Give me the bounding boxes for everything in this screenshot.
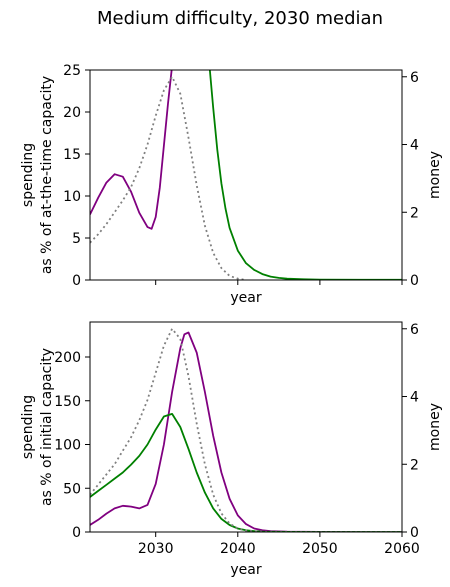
y-left-tick-label: 25 xyxy=(63,63,81,79)
figure-title: Medium difficulty, 2030 median xyxy=(97,8,383,29)
y-right-tick-label: 0 xyxy=(410,273,419,289)
series-group xyxy=(90,70,402,280)
y-left-tick-label: 5 xyxy=(72,231,81,247)
x-tick-label: 2050 xyxy=(302,541,338,557)
y-left-tick-label: 200 xyxy=(54,350,81,366)
series-line-dotted xyxy=(90,75,247,280)
x-tick-label: 2060 xyxy=(384,541,420,557)
y-left-axis-label: as % of at-the-time capacity xyxy=(39,76,55,274)
series-line-purple xyxy=(90,70,173,230)
y-right-axis-label: money xyxy=(427,151,443,199)
x-tick-label: 2040 xyxy=(220,541,256,557)
series-line-purple xyxy=(90,331,402,532)
y-left-tick-label: 10 xyxy=(63,189,81,205)
series-group xyxy=(90,327,402,532)
y-right-tick-label: 4 xyxy=(410,138,419,154)
x-axis-label: year xyxy=(230,562,261,578)
y-left-tick-label: 0 xyxy=(72,273,81,289)
y-left-axis-label: spending xyxy=(20,143,36,207)
series-line-green xyxy=(90,413,402,532)
series-line-dotted xyxy=(90,327,402,532)
y-right-tick-label: 4 xyxy=(410,390,419,406)
y-right-tick-label: 6 xyxy=(410,70,419,86)
top-panel: 0 5 10 15 20 25 0 2 4 6 year spending as % of at-the… xyxy=(20,63,443,306)
y-right-tick-label: 2 xyxy=(410,457,419,473)
plot-frame xyxy=(89,321,403,533)
y-left-tick-label: 20 xyxy=(63,105,81,121)
y-left-axis-label: as % of initial capacity xyxy=(39,348,55,506)
series-line-green xyxy=(208,70,402,280)
plot-frame xyxy=(89,69,403,281)
y-left-tick-label: 100 xyxy=(54,438,81,454)
y-right-tick-label: 0 xyxy=(410,525,419,541)
y-right-tick-label: 2 xyxy=(410,205,419,221)
y-left-tick-label: 150 xyxy=(54,394,81,410)
y-left-tick-label: 0 xyxy=(72,525,81,541)
bottom-panel: 0 50 100 150 200 0 2 4 6 2030 2040 2050 2060 year spen… xyxy=(20,321,443,578)
y-left-tick-label: 15 xyxy=(63,147,81,163)
y-left-tick-label: 50 xyxy=(63,481,81,497)
x-axis-label: year xyxy=(230,290,261,306)
x-tick-label: 2030 xyxy=(138,541,174,557)
y-right-axis-label: money xyxy=(427,403,443,451)
y-right-tick-label: 6 xyxy=(410,322,419,338)
y-left-axis-label: spending xyxy=(20,395,36,459)
